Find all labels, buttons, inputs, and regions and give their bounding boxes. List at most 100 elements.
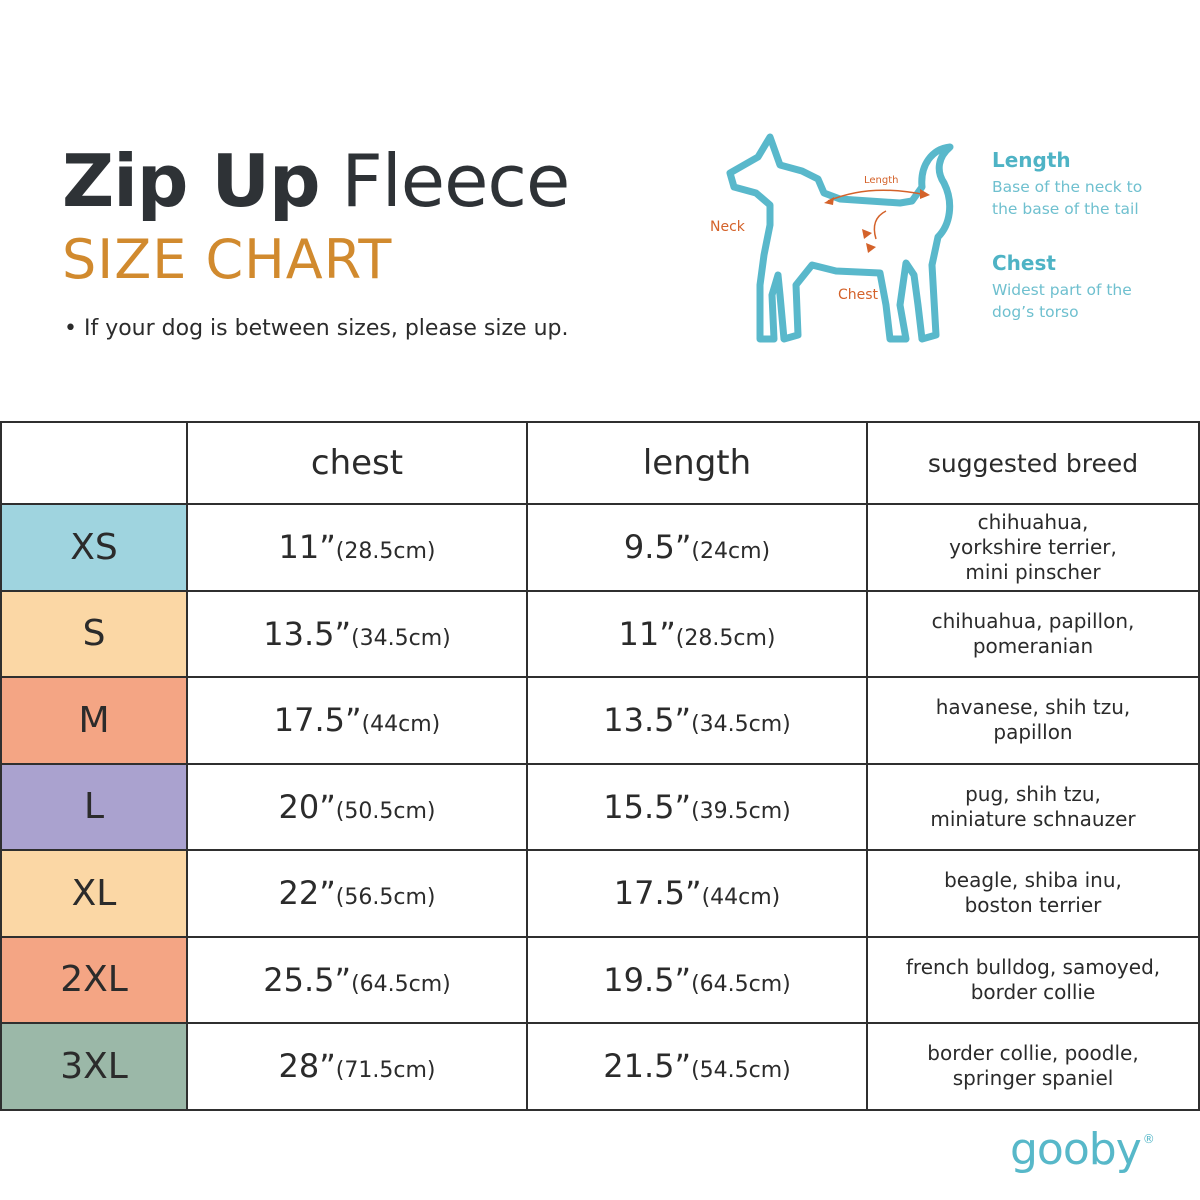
- registered-mark: ®: [1142, 1132, 1155, 1146]
- chest-inches: 17.5”: [273, 701, 362, 740]
- header-breed: suggested breed: [866, 421, 1200, 505]
- chest-inches: 28”: [278, 1047, 336, 1086]
- legend-line: the base of the tail: [992, 200, 1139, 218]
- chest-centimeters: (44cm): [361, 712, 441, 738]
- title-block: Zip Up Fleece SIZE CHART: [62, 138, 570, 292]
- length-inches: 13.5”: [603, 701, 692, 740]
- suggested-breed: pug, shih tzu, miniature schnauzer: [866, 762, 1200, 851]
- size-label: XS: [0, 503, 188, 592]
- sizing-note: • If your dog is between sizes, please s…: [64, 316, 569, 341]
- size-rows: XS 11”(28.5cm) 9.5”(24cm) chihuahua, yorkshi…: [0, 503, 1200, 1111]
- header-length: length: [526, 421, 868, 505]
- chest-inches: 20”: [278, 787, 336, 826]
- chest-measurement: 13.5”(34.5cm): [186, 589, 528, 678]
- length-centimeters: (64.5cm): [691, 971, 791, 997]
- legend-heading: Length: [992, 148, 1071, 172]
- suggested-breed: beagle, shiba inu, boston terrier: [866, 849, 1200, 938]
- chest-inches: 22”: [278, 874, 336, 913]
- title-light: Fleece: [341, 139, 570, 223]
- breed-line: pug, shih tzu,: [965, 781, 1101, 806]
- length-inches: 21.5”: [603, 1047, 692, 1086]
- dog-measurement-diagram: Neck Length Chest: [700, 125, 1000, 365]
- length-measurement: 17.5”(44cm): [526, 849, 868, 938]
- chest-centimeters: (64.5cm): [351, 971, 451, 997]
- suggested-breed: chihuahua, yorkshire terrier, mini pinsche…: [866, 503, 1200, 592]
- breed-line: pomeranian: [972, 633, 1094, 658]
- breed-line: border collie, poodle,: [927, 1041, 1139, 1066]
- table-row: L 20”(50.5cm) 15.5”(39.5cm) pug, shih tzu, m…: [0, 762, 1200, 851]
- chest-diagram-label: Chest: [838, 287, 879, 303]
- suggested-breed: havanese, shih tzu, papillon: [866, 676, 1200, 765]
- chest-centimeters: (56.5cm): [335, 885, 436, 911]
- neck-label: Neck: [710, 219, 745, 235]
- chest-inches: 11”: [278, 528, 336, 567]
- legend-description: Widest part of the dog’s torso: [992, 279, 1132, 323]
- breed-line: border collie: [970, 979, 1096, 1004]
- breed-line: yorkshire terrier,: [949, 534, 1117, 559]
- table-row: XS 11”(28.5cm) 9.5”(24cm) chihuahua, yorkshi…: [0, 503, 1200, 592]
- page-title: Zip Up Fleece: [62, 138, 570, 224]
- legend-line: Widest part of the: [992, 281, 1132, 299]
- size-chart-table: chest length suggested breed XS 11”(28.5c…: [0, 421, 1200, 1111]
- length-inches: 19.5”: [603, 960, 692, 999]
- breed-line: french bulldog, samoyed,: [905, 954, 1161, 979]
- length-inches: 17.5”: [613, 874, 702, 913]
- chest-measurement: 17.5”(44cm): [186, 676, 528, 765]
- breed-line: boston terrier: [964, 893, 1102, 918]
- size-label: 3XL: [0, 1022, 188, 1111]
- breed-line: chihuahua, papillon,: [931, 608, 1135, 633]
- length-centimeters: (54.5cm): [691, 1058, 791, 1084]
- chest-centimeters: (71.5cm): [335, 1058, 436, 1084]
- chest-centimeters: (34.5cm): [351, 625, 451, 651]
- logo-text: gooby: [1010, 1124, 1142, 1175]
- length-inches: 15.5”: [603, 787, 692, 826]
- table-row: 2XL 25.5”(64.5cm) 19.5”(64.5cm) french bull…: [0, 935, 1200, 1024]
- length-inches: 11”: [618, 614, 676, 653]
- table-row: 3XL 28”(71.5cm) 21.5”(54.5cm) border collie…: [0, 1022, 1200, 1111]
- header-chest: chest: [186, 421, 528, 505]
- legend-line: Base of the neck to: [992, 178, 1143, 196]
- size-label: M: [0, 676, 188, 765]
- chest-measurement: 20”(50.5cm): [186, 762, 528, 851]
- length-inches: 9.5”: [623, 528, 692, 567]
- legend-length: Length Base of the neck to the base of t…: [992, 148, 1142, 220]
- breed-line: havanese, shih tzu,: [935, 695, 1131, 720]
- chest-centimeters: (50.5cm): [335, 798, 436, 824]
- breed-line: mini pinscher: [965, 559, 1101, 584]
- dog-outline-icon: [726, 133, 954, 343]
- length-measurement: 15.5”(39.5cm): [526, 762, 868, 851]
- table-row: XL 22”(56.5cm) 17.5”(44cm) beagle, shiba in…: [0, 849, 1200, 938]
- header-size: [0, 421, 188, 505]
- breed-line: papillon: [993, 720, 1073, 745]
- legend-chest: Chest Widest part of the dog’s torso: [992, 251, 1132, 323]
- length-measurement: 21.5”(54.5cm): [526, 1022, 868, 1111]
- chest-measurement: 28”(71.5cm): [186, 1022, 528, 1111]
- suggested-breed: border collie, poodle, springer spaniel: [866, 1022, 1200, 1111]
- length-measurement: 13.5”(34.5cm): [526, 676, 868, 765]
- length-centimeters: (24cm): [691, 539, 771, 565]
- size-label: S: [0, 589, 188, 678]
- length-centimeters: (34.5cm): [691, 712, 791, 738]
- length-measurement: 11”(28.5cm): [526, 589, 868, 678]
- length-measurement: 19.5”(64.5cm): [526, 935, 868, 1024]
- breed-line: chihuahua,: [977, 509, 1089, 534]
- table-row: M 17.5”(44cm) 13.5”(34.5cm) havanese, shih …: [0, 676, 1200, 765]
- suggested-breed: french bulldog, samoyed, border collie: [866, 935, 1200, 1024]
- length-measurement: 9.5”(24cm): [526, 503, 868, 592]
- breed-line: springer spaniel: [952, 1066, 1114, 1091]
- length-centimeters: (28.5cm): [675, 625, 776, 651]
- chest-measurement: 11”(28.5cm): [186, 503, 528, 592]
- chest-centimeters: (28.5cm): [335, 539, 436, 565]
- table-header-row: chest length suggested breed: [0, 421, 1200, 505]
- size-label: L: [0, 762, 188, 851]
- legend-description: Base of the neck to the base of the tail: [992, 176, 1142, 220]
- length-centimeters: (39.5cm): [691, 798, 791, 824]
- suggested-breed: chihuahua, papillon, pomeranian: [866, 589, 1200, 678]
- title-bold: Zip Up: [62, 139, 320, 223]
- chest-measurement: 25.5”(64.5cm): [186, 935, 528, 1024]
- breed-line: miniature schnauzer: [930, 806, 1136, 831]
- table-row: S 13.5”(34.5cm) 11”(28.5cm) chihuahua, papi…: [0, 589, 1200, 678]
- size-label: 2XL: [0, 935, 188, 1024]
- legend-line: dog’s torso: [992, 303, 1079, 321]
- breed-line: beagle, shiba inu,: [944, 868, 1122, 893]
